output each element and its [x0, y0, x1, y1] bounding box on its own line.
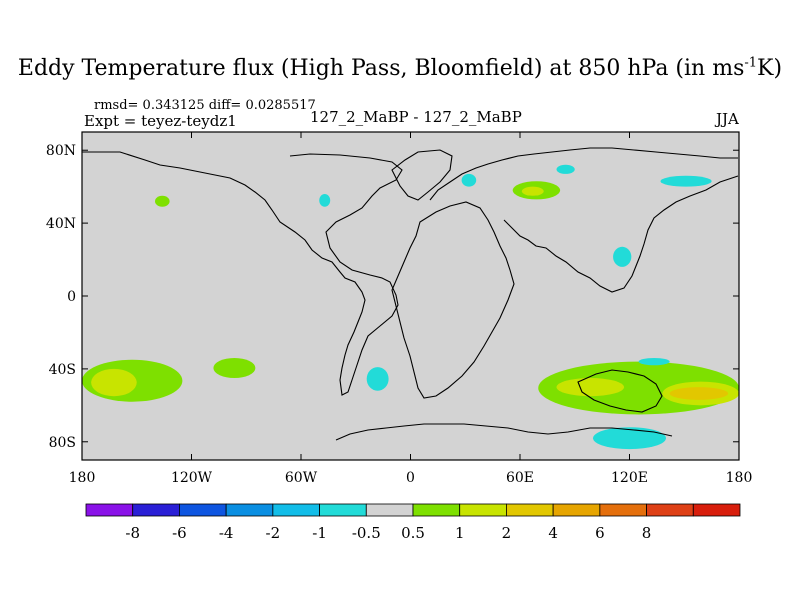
coastline-americas — [82, 151, 403, 396]
colorbar-label: 4 — [548, 524, 558, 542]
x-tick-label: 180 — [69, 470, 96, 486]
colorbar-swatch — [692, 503, 741, 517]
coastline-asia-east — [503, 175, 739, 293]
experiment-label: Expt = teyez-teydz1 — [84, 112, 237, 130]
title-end: K) — [757, 56, 783, 81]
anomaly-patch — [319, 193, 331, 207]
title-text: Eddy Temperature flux (High Pass, Bloomf… — [17, 56, 745, 81]
y-tick-label: 40N — [46, 216, 76, 232]
colorbar-label: -6 — [172, 524, 187, 542]
y-tick-label: 80N — [46, 143, 76, 159]
anomaly-patch — [660, 175, 712, 187]
coastlines — [82, 147, 739, 441]
colorbar-label: 2 — [502, 524, 512, 542]
anomaly-fields — [82, 164, 739, 450]
colorbar-label: -8 — [125, 524, 140, 542]
stats-label: rmsd= 0.343125 diff= 0.0285517 — [94, 98, 316, 113]
anomaly-patch — [521, 186, 544, 196]
chart-title: Eddy Temperature flux (High Pass, Bloomf… — [0, 56, 800, 81]
x-tick-label: 120W — [171, 470, 213, 486]
anomaly-patch — [638, 357, 670, 366]
anomaly-patch — [366, 367, 389, 391]
anomaly-patch — [556, 164, 575, 174]
comparison-label: 127_2_MaBP - 127_2_MaBP — [310, 108, 522, 126]
colorbar-label: 8 — [642, 524, 652, 542]
colorbar-swatch — [272, 503, 320, 517]
tick-group: 180 120W 60W 0 60E 120E 180 80N 40N 0 40S 80S — [46, 132, 752, 486]
colorbar-label: -0.5 — [352, 524, 381, 542]
coastline-antarctica — [335, 423, 673, 441]
colorbar-label: 6 — [595, 524, 605, 542]
colorbar-swatch — [459, 503, 507, 517]
colorbar-swatch — [646, 503, 694, 517]
x-tick-label: 60E — [506, 470, 534, 486]
colorbar-label: -4 — [219, 524, 234, 542]
coastline-afro-eurasia — [391, 201, 515, 399]
y-tick-label: 0 — [67, 289, 76, 305]
x-tick-label: 180 — [726, 470, 753, 486]
title-superscript: -1 — [744, 55, 758, 71]
anomaly-patch — [556, 378, 625, 397]
colorbar-swatch — [85, 503, 134, 517]
x-tick-label: 120E — [611, 470, 648, 486]
coastline-australia — [577, 369, 663, 413]
colorbar-swatch — [132, 503, 180, 517]
colorbar-swatch — [225, 503, 274, 517]
season-label: JJA — [716, 110, 739, 128]
colorbar-swatch — [365, 503, 414, 517]
colorbar-label: 1 — [455, 524, 465, 542]
coastline-greenland — [391, 149, 453, 201]
anomaly-patch — [669, 387, 729, 400]
y-tick-label: 80S — [49, 435, 76, 451]
colorbar-swatch — [319, 503, 367, 517]
colorbar-swatch — [412, 503, 461, 517]
x-tick-label: 60W — [285, 470, 318, 486]
colorbar-label: 0.5 — [401, 524, 425, 542]
colorbar-swatch — [506, 503, 554, 517]
colorbar-label: -2 — [266, 524, 281, 542]
colorbar: -8 -6 -4 -2 -1 -0.5 0.5 1 2 4 6 8 — [85, 503, 741, 542]
anomaly-patch — [91, 368, 137, 397]
x-tick-label: 0 — [406, 470, 415, 486]
anomaly-patch — [613, 246, 632, 267]
anomaly-patch — [213, 357, 256, 378]
y-tick-label: 40S — [49, 362, 76, 378]
colorbar-label: -1 — [312, 524, 327, 542]
anomaly-patch — [593, 427, 666, 450]
colorbar-swatch — [179, 503, 227, 517]
coastline-eurasia-north — [429, 147, 738, 201]
anomaly-patch — [461, 173, 477, 187]
colorbar-swatch — [552, 503, 601, 517]
anomaly-patch — [155, 195, 170, 207]
colorbar-swatch — [599, 503, 647, 517]
